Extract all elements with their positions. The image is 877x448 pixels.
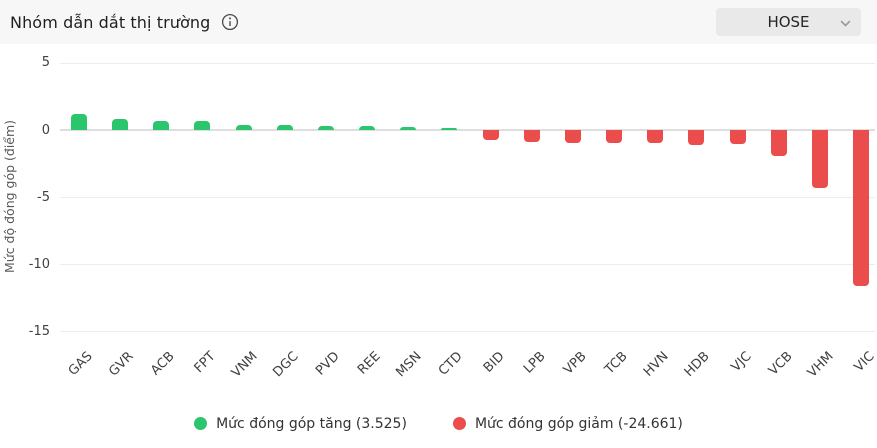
bar-CTD[interactable] [441, 127, 458, 130]
gridline [60, 331, 875, 333]
legend-label-down: Mức đóng góp giảm (-24.661) [474, 415, 683, 432]
y-axis-tick-label: -5 [37, 189, 50, 205]
gridline [60, 197, 875, 199]
legend-item-down[interactable]: Mức đóng góp giảm (-24.661) [452, 415, 683, 432]
bar-TCB[interactable] [606, 130, 623, 143]
legend-label-up: Mức đóng góp tăng (3.525) [216, 415, 407, 432]
exchange-dropdown[interactable]: HOSE [716, 8, 861, 36]
bar-BID[interactable] [482, 130, 499, 141]
legend-item-up[interactable]: Mức đóng góp tăng (3.525) [194, 416, 407, 432]
zero-gridline [60, 129, 875, 131]
y-axis-tick-label: 0 [41, 122, 50, 138]
bar-LPB[interactable] [523, 130, 540, 143]
page-title: Nhóm dẫn dắt thị trường [10, 12, 211, 32]
bar-VNM[interactable] [235, 124, 252, 130]
bar-GAS[interactable] [71, 113, 87, 130]
bar-DGC[interactable] [276, 124, 293, 130]
exchange-dropdown-value: HOSE [767, 13, 810, 31]
bar-VCB[interactable] [770, 130, 787, 157]
gridline [60, 264, 875, 266]
bar-FPT[interactable] [194, 121, 211, 130]
bar-VIC[interactable] [853, 130, 870, 287]
bar-HDB[interactable] [688, 130, 705, 145]
bar-GVR[interactable] [112, 118, 129, 130]
chart-header: Nhóm dẫn dắt thị trường HOSE [0, 0, 877, 44]
legend-dot-red-icon [452, 417, 466, 430]
bar-REE[interactable] [359, 126, 376, 130]
y-axis-tick-label: -10 [28, 256, 50, 272]
y-axis-tick-label: -15 [28, 323, 50, 339]
bar-chart: Mức độ đóng góp (điểm) 5 0 -5 -10 -15 GAS GVR A… [0, 44, 877, 399]
bar-VHM[interactable] [811, 130, 828, 189]
y-axis-tick-label: 5 [41, 55, 50, 71]
bar-PVD[interactable] [317, 126, 334, 130]
chevron-down-icon [839, 16, 852, 34]
info-circle-icon[interactable] [221, 13, 239, 31]
legend-dot-green-icon [194, 417, 208, 430]
bar-VJC[interactable] [729, 130, 746, 145]
gridline [60, 62, 875, 64]
bar-HVN[interactable] [647, 130, 664, 143]
bar-VPB[interactable] [564, 130, 581, 144]
bar-ACB[interactable] [153, 121, 170, 130]
bar-MSN[interactable] [400, 126, 417, 130]
chart-legend: Mức đóng góp tăng (3.525) Mức đóng góp g… [0, 399, 877, 448]
